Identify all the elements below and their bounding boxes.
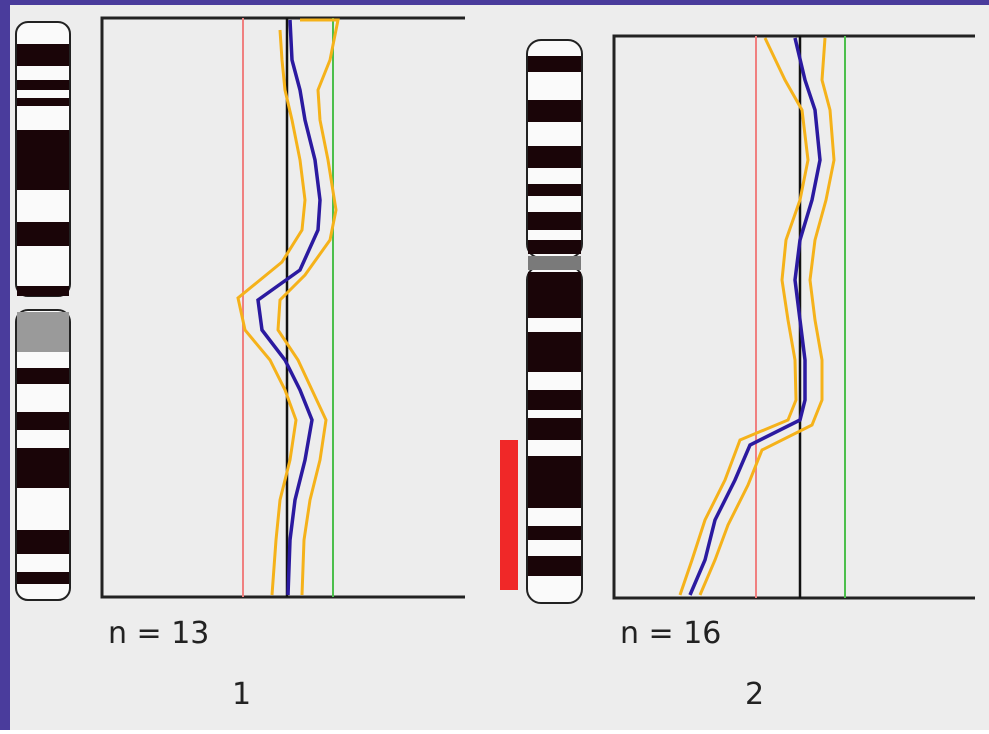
panel-label: 1 xyxy=(232,677,251,712)
panel-label: 2 xyxy=(745,677,764,712)
region-bar xyxy=(500,440,518,590)
border-top xyxy=(0,0,989,5)
plot-1 xyxy=(100,16,465,599)
border-left xyxy=(0,0,10,730)
count-label: n = 16 xyxy=(620,616,721,651)
count-label: n = 13 xyxy=(108,616,209,651)
ideogram-2 xyxy=(526,39,583,604)
ideogram-1 xyxy=(15,21,71,601)
plot-2 xyxy=(612,34,975,600)
